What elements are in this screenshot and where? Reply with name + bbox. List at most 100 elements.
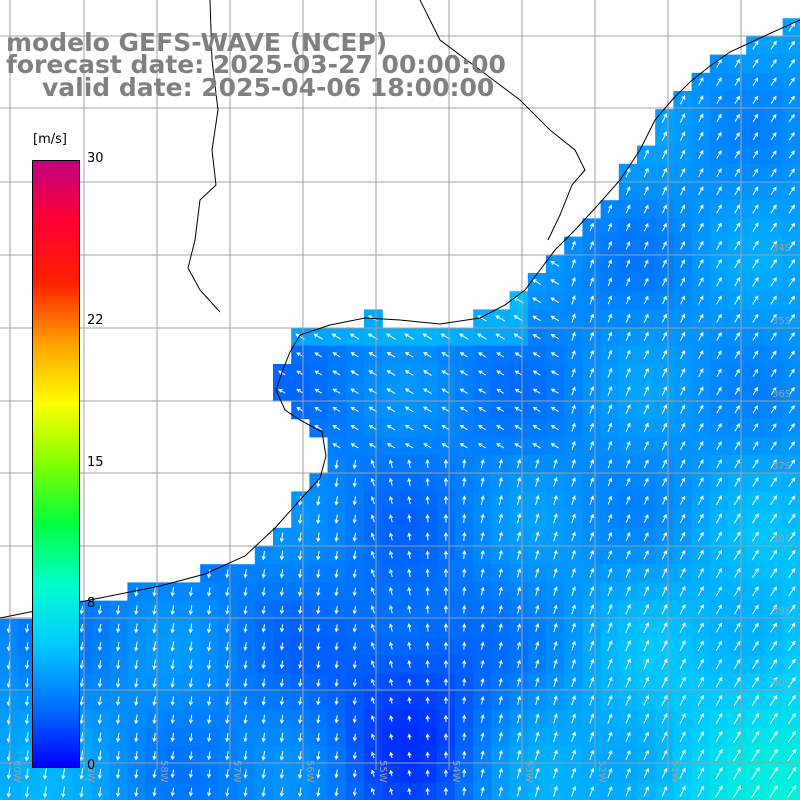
wind-arrow [679, 549, 686, 560]
wind-arrow [661, 713, 668, 724]
wind-arrow [571, 713, 576, 724]
wind-arrow [751, 531, 759, 542]
wind-arrow [679, 422, 686, 433]
wind-arrow [625, 786, 631, 797]
wind-arrow [443, 604, 449, 614]
wind-arrow [407, 696, 412, 704]
wind-arrow [571, 586, 576, 596]
wind-arrow [152, 769, 157, 779]
wind-arrow [278, 388, 286, 394]
wind-arrow [698, 258, 704, 269]
wind-arrow [571, 349, 576, 360]
wind-arrow [207, 751, 212, 761]
wind-arrow [734, 477, 741, 487]
wind-arrow [625, 676, 631, 688]
wind-arrow [243, 714, 248, 725]
wind-arrow [589, 259, 594, 268]
wind-arrow [770, 640, 777, 651]
wind-arrow [787, 712, 796, 725]
wind-arrow [589, 240, 594, 250]
wind-arrow [553, 749, 558, 761]
wind-arrow [697, 513, 704, 524]
wind-arrow [496, 370, 505, 376]
wind-arrow [661, 186, 667, 196]
wind-arrow [6, 768, 11, 780]
longitude-label: 52W [596, 760, 607, 783]
wind-arrow [679, 368, 686, 378]
wind-arrow [225, 769, 230, 779]
wind-arrow [679, 658, 686, 670]
colorbar-units: [m/s] [33, 132, 67, 147]
wind-arrow [480, 641, 485, 650]
wind-arrow [787, 730, 796, 743]
wind-arrow [261, 569, 266, 579]
wind-arrow [715, 549, 723, 560]
wind-arrow [716, 204, 722, 214]
wind-arrow [787, 767, 797, 780]
wind-arrow [698, 350, 704, 360]
wind-arrow [607, 731, 613, 742]
wind-arrow [788, 113, 795, 123]
wind-arrow [698, 222, 704, 232]
wind-arrow [679, 513, 686, 524]
latitude-label: 34S [772, 243, 791, 254]
wind-arrow [352, 496, 357, 506]
wind-arrow [571, 386, 576, 396]
wind-arrow [716, 240, 722, 251]
wind-arrow [350, 352, 359, 358]
wind-arrow [441, 370, 450, 376]
wind-arrow [261, 605, 266, 615]
wind-arrow [589, 731, 595, 742]
wind-arrow [422, 388, 432, 395]
wind-arrow [115, 732, 121, 743]
wind-arrow [188, 751, 193, 761]
wind-arrow [407, 495, 412, 505]
wind-arrow [698, 295, 704, 305]
wind-arrow [643, 786, 649, 797]
wind-arrow [643, 495, 649, 505]
coastline [0, 0, 800, 619]
wind-arrow [571, 640, 576, 651]
wind-arrow [462, 495, 467, 505]
wind-arrow [496, 425, 505, 431]
wind-arrow [607, 531, 613, 542]
wind-arrow [334, 550, 339, 561]
wind-arrow [752, 477, 759, 487]
wind-arrow [480, 604, 485, 614]
wind-arrow [661, 731, 668, 743]
wind-arrow [314, 388, 322, 394]
wind-arrow [243, 660, 248, 670]
wind-arrow [532, 370, 541, 376]
wind-arrow [389, 514, 394, 523]
wind-arrow [404, 388, 414, 395]
wind-arrow [661, 149, 667, 160]
wind-arrow [788, 168, 795, 177]
wind-arrow [516, 604, 522, 614]
wind-arrow [625, 749, 631, 760]
wind-arrow [643, 222, 649, 232]
wind-arrow [788, 313, 795, 323]
wind-arrow [352, 697, 357, 706]
longitude-label: 56W [304, 760, 315, 783]
colorbar [32, 160, 80, 768]
wind-arrow [571, 568, 576, 578]
wind-arrow [443, 641, 449, 650]
wind-arrow [607, 277, 613, 287]
wind-arrow [734, 222, 741, 232]
wind-arrow [152, 751, 157, 761]
longitude-label: 58W [158, 760, 169, 783]
wind-arrow [715, 676, 723, 688]
wind-arrow [643, 331, 649, 342]
wind-arrow [25, 623, 30, 633]
wind-arrow [462, 623, 467, 632]
wind-arrow [498, 713, 503, 724]
wind-arrow [243, 569, 248, 579]
wind-arrow [225, 641, 230, 652]
wind-arrow [441, 352, 450, 358]
wind-arrow [443, 586, 449, 596]
wind-arrow [607, 495, 613, 505]
wind-arrow [589, 495, 594, 505]
wind-arrow [152, 659, 157, 670]
wind-arrow [643, 568, 649, 578]
